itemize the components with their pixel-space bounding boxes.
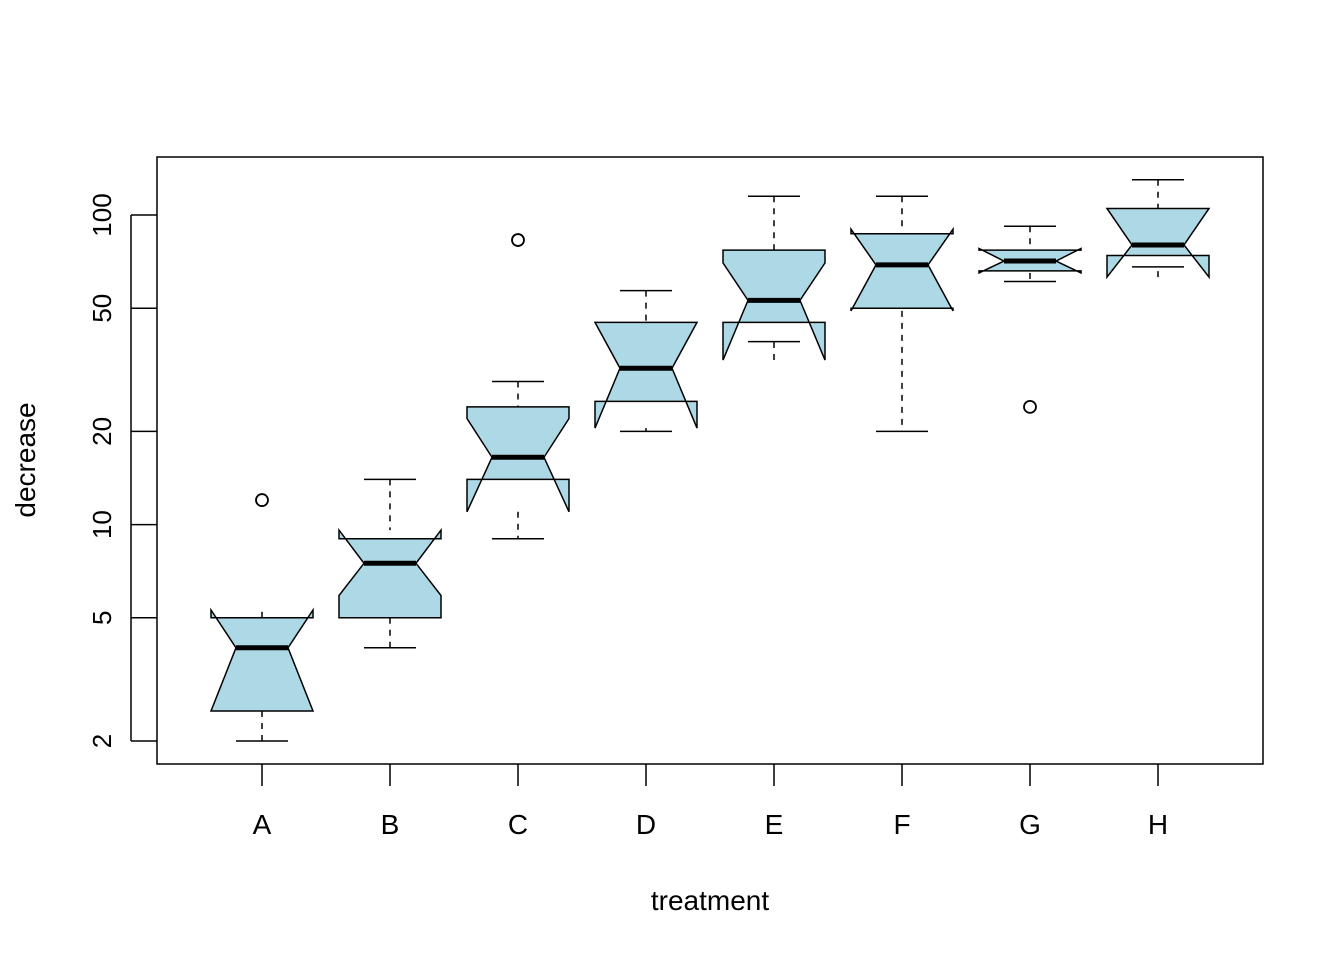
y-axis: 2 5 10 20 50 100 (87, 193, 157, 748)
y-axis-label: decrease (10, 402, 41, 517)
y-tick-label: 50 (87, 294, 117, 323)
x-axis-label: treatment (651, 885, 769, 916)
box-body (209, 607, 315, 712)
box-H (1105, 178, 1211, 280)
x-tick-label: F (893, 809, 910, 840)
plot-frame (156, 156, 1264, 765)
box-body (850, 226, 954, 312)
box-A (209, 493, 315, 742)
x-tick-label: D (636, 809, 656, 840)
x-tick-label: B (381, 809, 400, 840)
x-axis: A B C D E F G H (253, 764, 1168, 840)
x-tick-label: A (253, 809, 272, 840)
y-tick-label: 5 (87, 611, 117, 625)
outlier-point (1023, 399, 1037, 414)
y-tick-label: 20 (87, 417, 117, 446)
box-E (722, 195, 826, 361)
box-B (338, 478, 442, 649)
y-tick-label: 10 (87, 510, 117, 539)
x-tick-label: G (1019, 809, 1041, 840)
box-body (593, 321, 699, 429)
y-tick-label: 2 (87, 734, 117, 748)
box-C (466, 233, 570, 540)
outlier-point (255, 493, 269, 507)
x-tick-label: H (1148, 809, 1168, 840)
box-F (850, 195, 954, 433)
box-G (978, 225, 1082, 414)
x-tick-label: E (765, 809, 784, 840)
box-body (722, 249, 826, 361)
outlier-point (511, 233, 525, 247)
y-tick-label: 100 (87, 193, 117, 236)
box-body (338, 527, 442, 619)
x-tick-label: C (508, 809, 528, 840)
boxes-layer (209, 178, 1211, 742)
box-D (593, 289, 699, 433)
